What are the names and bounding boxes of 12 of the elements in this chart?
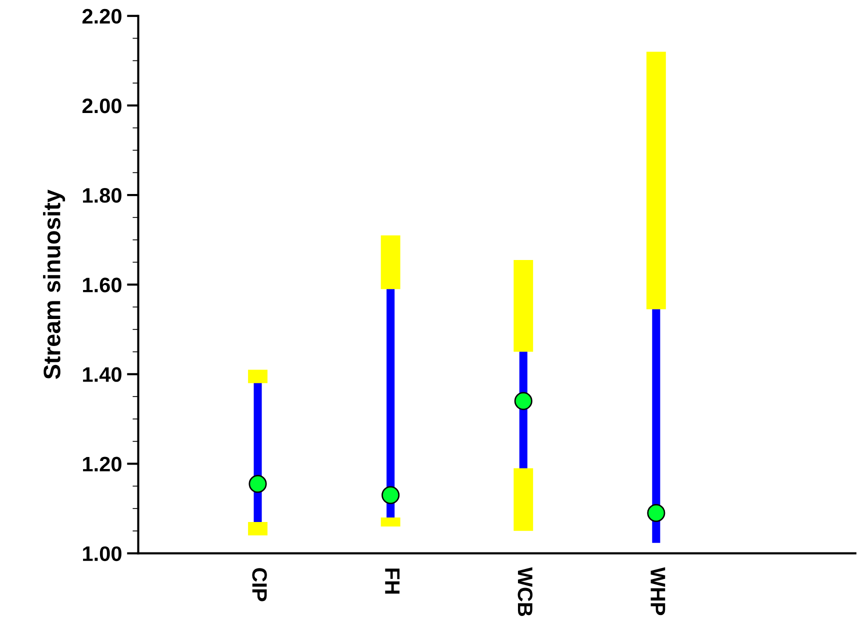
y-tick-label: 2.00 [82, 98, 122, 114]
y-tick-label: 1.00 [83, 546, 122, 562]
y-axis-title: Stream sinuosity [43, 190, 66, 380]
y-tick-label: 2.20 [82, 8, 122, 24]
y-tick-label: 1.20 [83, 456, 122, 472]
x-tick-label: FH [385, 568, 400, 594]
y-tick-label: 1.60 [83, 278, 122, 292]
y-tick-label: 1.40 [83, 367, 122, 382]
y-tick-label: 1.80 [83, 188, 122, 203]
x-tick-label: WHP [650, 567, 666, 616]
x-tick-label: CIP [252, 568, 267, 602]
x-tick-label: WCB [518, 567, 533, 616]
